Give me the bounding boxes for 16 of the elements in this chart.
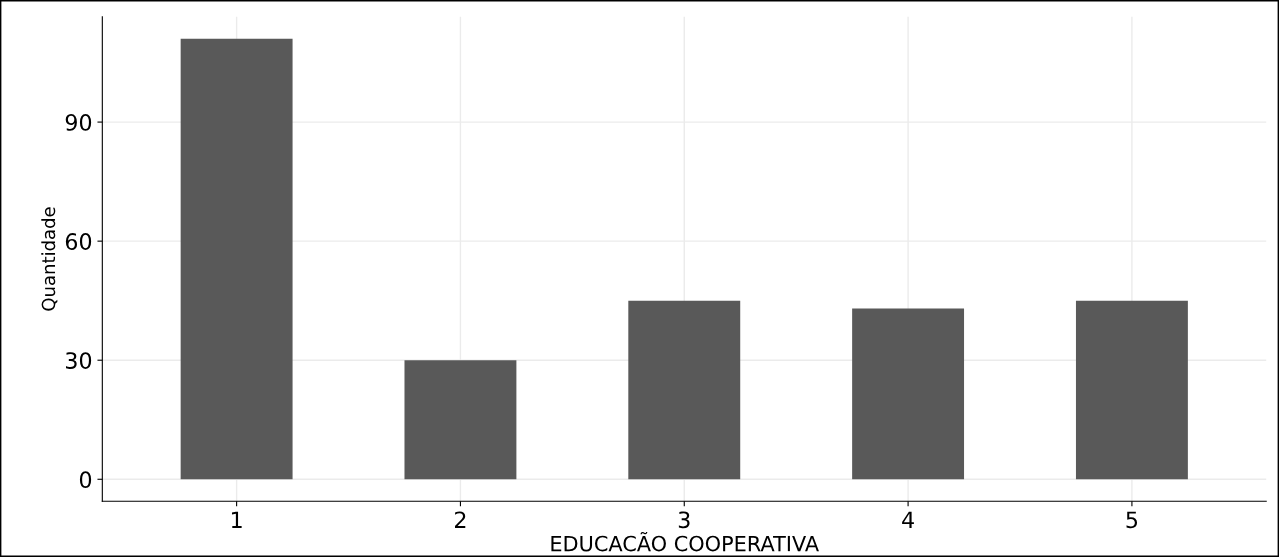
- x-axis-title: EDUCACÃO COOPERATIVA: [551, 532, 819, 552]
- y-tick-label: 90: [65, 114, 92, 131]
- x-tick-label: 1: [231, 511, 242, 528]
- bar: [628, 300, 741, 480]
- bar: [404, 360, 517, 480]
- bar: [852, 308, 965, 480]
- y-tick-label: 30: [66, 352, 92, 369]
- bar: [180, 38, 293, 480]
- x-tick-label: 4: [902, 511, 914, 528]
- x-tick-label: 3: [678, 511, 690, 529]
- x-tick-label: 5: [1126, 511, 1138, 529]
- bar: [1075, 300, 1188, 480]
- y-axis-title: Quantidade: [41, 207, 58, 311]
- x-tick-label: 2: [455, 511, 466, 528]
- y-tick-label: 0: [79, 471, 92, 489]
- y-tick-label: 60: [65, 233, 92, 250]
